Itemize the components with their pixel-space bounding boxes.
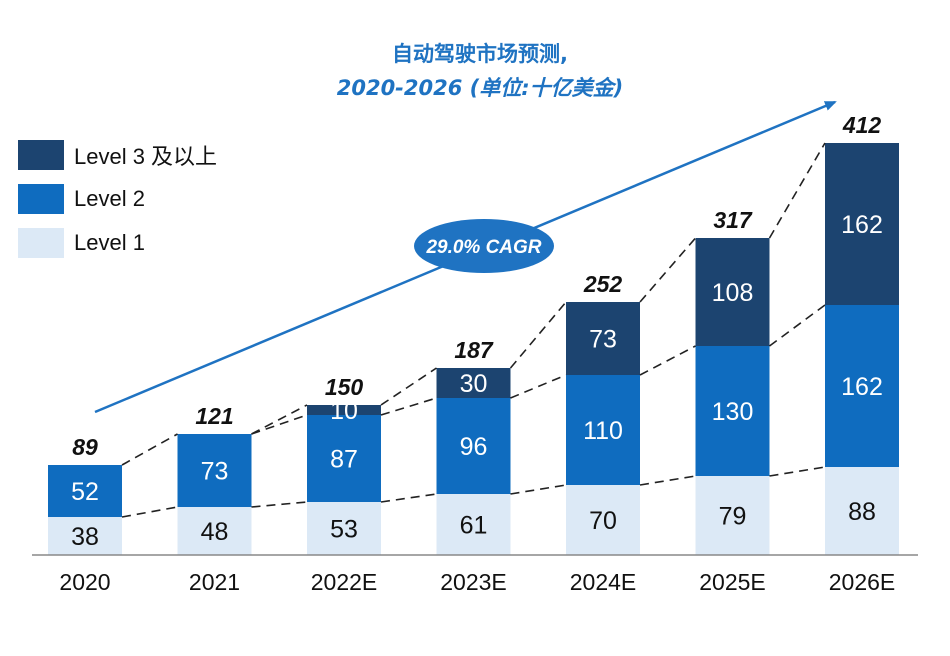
bar-segment bbox=[436, 494, 511, 555]
dashed-connector bbox=[768, 142, 826, 239]
dashed-connector bbox=[769, 304, 826, 347]
bar-segment bbox=[177, 507, 252, 555]
bar-total-label: 121 bbox=[195, 403, 233, 429]
bar-segment bbox=[307, 415, 381, 502]
bar-value-label: 30 bbox=[460, 370, 488, 398]
legend-item-level1: Level 1 bbox=[18, 228, 217, 258]
bar-value-label: 88 bbox=[848, 498, 876, 526]
dashed-connector bbox=[639, 475, 696, 486]
bar-segment bbox=[825, 305, 899, 467]
dashed-connector bbox=[251, 414, 308, 435]
bar-segment bbox=[695, 346, 770, 476]
dashed-connector bbox=[251, 501, 308, 508]
x-tick-label: 2022E bbox=[311, 569, 378, 595]
bar-segment bbox=[695, 476, 770, 555]
bar-segment bbox=[695, 238, 770, 346]
bar-value-label: 38 bbox=[71, 523, 99, 551]
bar-segment bbox=[436, 398, 511, 494]
bar-total-label: 317 bbox=[713, 207, 753, 233]
bar-value-label: 110 bbox=[583, 417, 623, 445]
bar-total-label: 252 bbox=[583, 271, 623, 297]
dashed-connector bbox=[639, 345, 696, 376]
legend-item-level3: Level 3 及以上 bbox=[18, 140, 217, 170]
bar-value-label: 61 bbox=[460, 512, 488, 540]
bar-value-label: 53 bbox=[330, 516, 358, 544]
bar-segment bbox=[48, 517, 122, 555]
x-tick-label: 2023E bbox=[440, 569, 507, 595]
legend: Level 3 及以上 Level 2 Level 1 bbox=[18, 140, 217, 272]
bar-value-label: 108 bbox=[712, 279, 754, 307]
bar-segment bbox=[566, 375, 640, 485]
dashed-connector bbox=[639, 237, 697, 303]
bar-segment bbox=[566, 302, 640, 375]
bar-segment bbox=[307, 502, 381, 555]
bar-total-label: 150 bbox=[325, 374, 364, 400]
dashed-connector bbox=[510, 374, 567, 399]
legend-swatch-level1 bbox=[18, 228, 64, 258]
dashed-connector bbox=[510, 484, 567, 495]
bar-total-label: 412 bbox=[842, 112, 882, 138]
bar-segment bbox=[177, 434, 252, 507]
cagr-badge bbox=[414, 219, 554, 273]
bar-segment bbox=[825, 143, 899, 305]
bar-segment bbox=[825, 467, 899, 555]
bar-value-label: 10 bbox=[330, 397, 358, 425]
bar-value-label: 70 bbox=[589, 507, 617, 535]
bar-value-label: 162 bbox=[841, 373, 883, 401]
bar-value-label: 73 bbox=[589, 326, 617, 354]
x-tick-label: 2024E bbox=[570, 569, 637, 595]
chart-title: 自动驾驶市场预测, bbox=[392, 42, 568, 66]
bar-value-label: 52 bbox=[71, 478, 99, 506]
bar-total-label: 187 bbox=[454, 337, 494, 363]
chart-subtitle: 2020-2026 (单位:十亿美金) bbox=[336, 76, 624, 100]
dashed-connector bbox=[769, 466, 826, 477]
bar-total-label: 89 bbox=[72, 434, 98, 460]
dashed-connector bbox=[121, 433, 178, 466]
legend-label-level3: Level 3 及以上 bbox=[74, 144, 218, 169]
legend-label-level1: Level 1 bbox=[74, 230, 145, 255]
legend-item-level2: Level 2 bbox=[18, 184, 217, 214]
dashed-connector bbox=[380, 397, 437, 416]
legend-label-level2: Level 2 bbox=[74, 186, 145, 211]
bar-value-label: 162 bbox=[841, 211, 883, 239]
bar-value-label: 96 bbox=[460, 433, 488, 461]
dashed-connector bbox=[380, 367, 437, 406]
dashed-connector bbox=[121, 506, 178, 518]
x-tick-label: 2025E bbox=[699, 569, 766, 595]
dashed-connector bbox=[509, 301, 567, 369]
bar-value-label: 130 bbox=[712, 398, 754, 426]
dashed-connector bbox=[251, 404, 308, 435]
x-tick-label: 2020 bbox=[59, 569, 110, 595]
dashed-connector bbox=[380, 493, 437, 503]
bar-segment bbox=[436, 368, 511, 398]
legend-swatch-level2 bbox=[18, 184, 64, 214]
bar-value-label: 79 bbox=[719, 503, 747, 531]
bar-value-label: 48 bbox=[201, 518, 229, 546]
x-tick-label: 2021 bbox=[189, 569, 240, 595]
legend-swatch-level3 bbox=[18, 140, 64, 170]
bar-segment bbox=[566, 485, 640, 555]
bar-segment bbox=[48, 465, 122, 517]
cagr-badge-label: 29.0% CAGR bbox=[425, 237, 541, 258]
bar-value-label: 87 bbox=[330, 446, 358, 474]
bar-value-label: 73 bbox=[201, 458, 229, 486]
x-tick-label: 2026E bbox=[829, 569, 896, 595]
bar-segment bbox=[307, 405, 381, 415]
